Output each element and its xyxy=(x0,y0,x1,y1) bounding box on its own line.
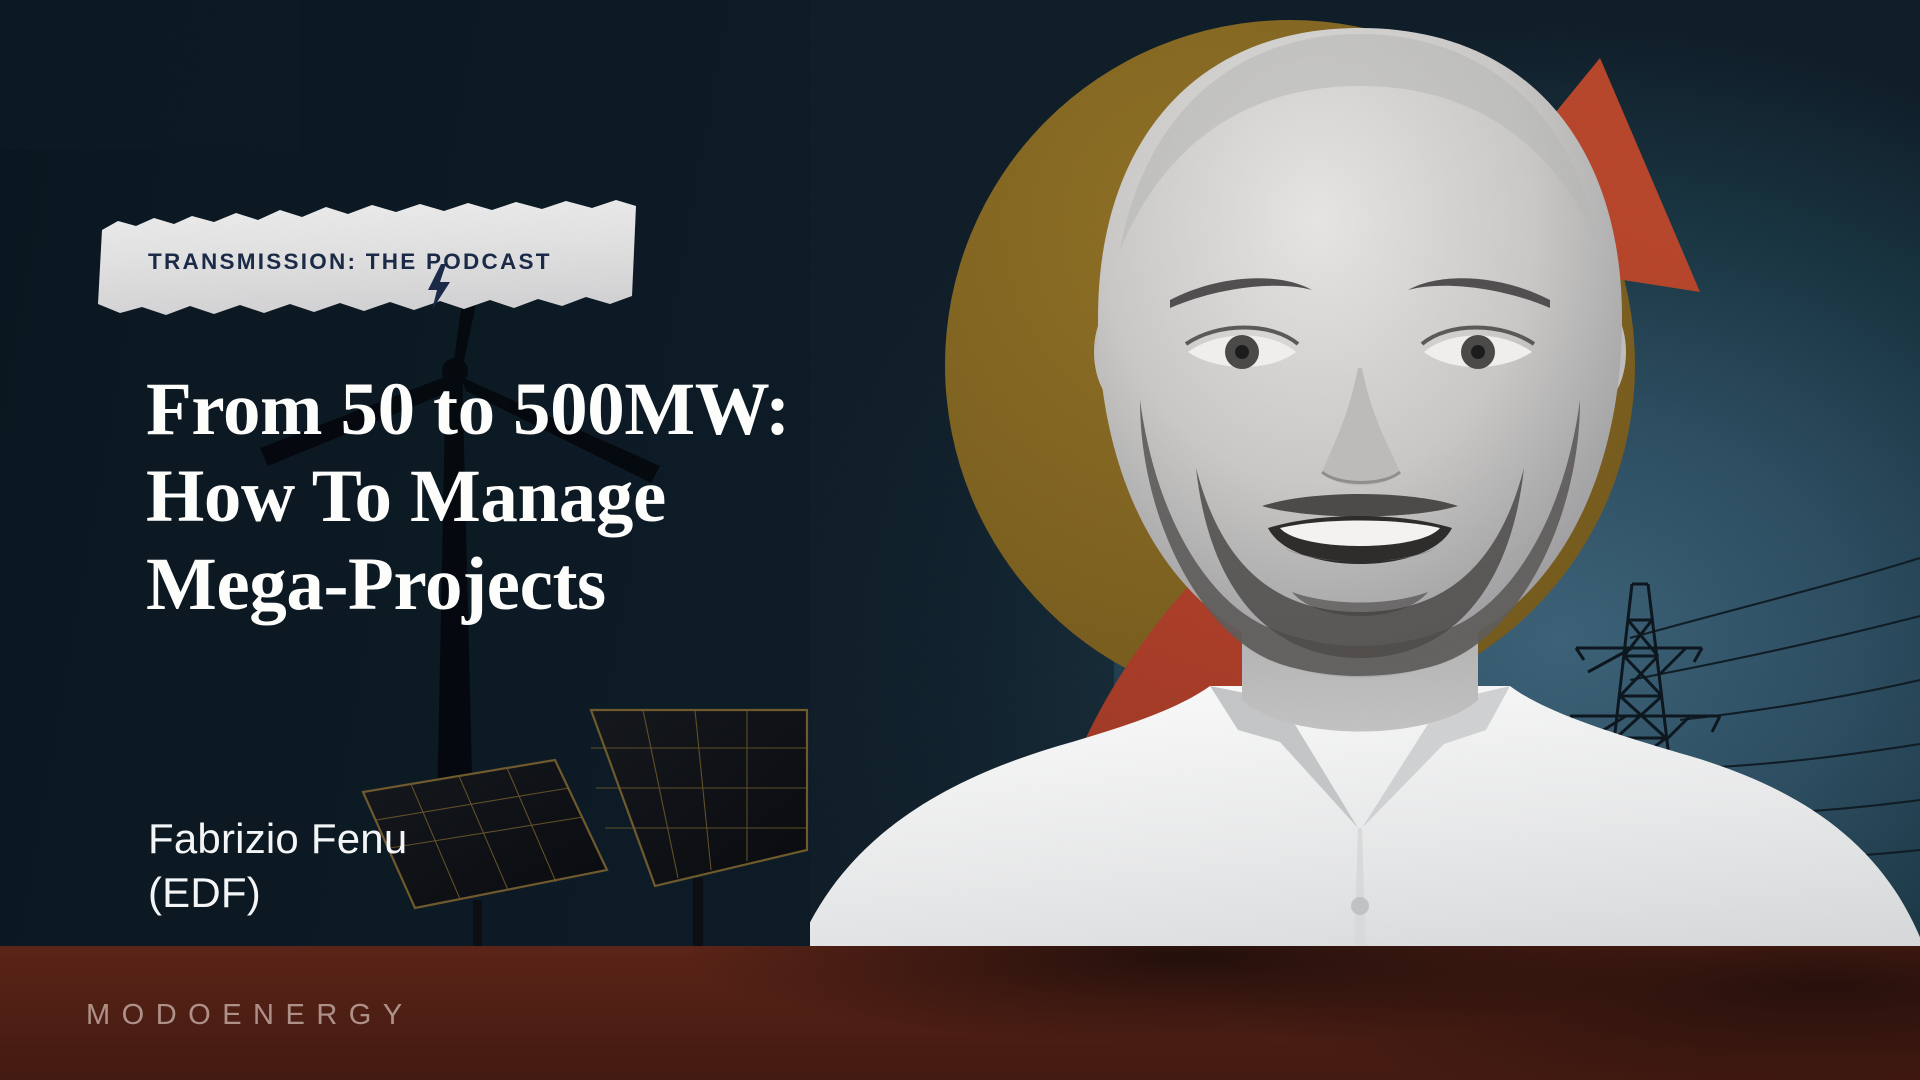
title-line-1: From 50 to 500MW: xyxy=(146,368,790,451)
title-line-2: How To Manage xyxy=(146,455,666,539)
title-line-3: Mega-Projects xyxy=(146,542,606,626)
lightning-bolt-icon xyxy=(428,264,450,310)
podcast-badge: TRANSMISSION: THE PODCAST xyxy=(96,200,636,315)
wind-turbine-icon xyxy=(260,229,660,855)
torn-paper-shape xyxy=(98,200,636,315)
speaker-name: Fabrizio Fenu xyxy=(148,815,408,862)
episode-title: From 50 to 500MW: How To Manage Mega-Pro… xyxy=(146,366,936,628)
speaker-organization: (EDF) xyxy=(148,868,261,916)
speaker-credit: Fabrizio Fenu (EDF) xyxy=(148,812,407,920)
podcast-badge-label: TRANSMISSION: THE PODCAST xyxy=(148,249,552,274)
solar-panel-array-icon xyxy=(361,708,809,961)
brand-watermark: MODOENERGY xyxy=(86,999,414,1031)
speaker-portrait-photo xyxy=(810,0,1920,1080)
rust-color-band xyxy=(0,946,1920,1080)
